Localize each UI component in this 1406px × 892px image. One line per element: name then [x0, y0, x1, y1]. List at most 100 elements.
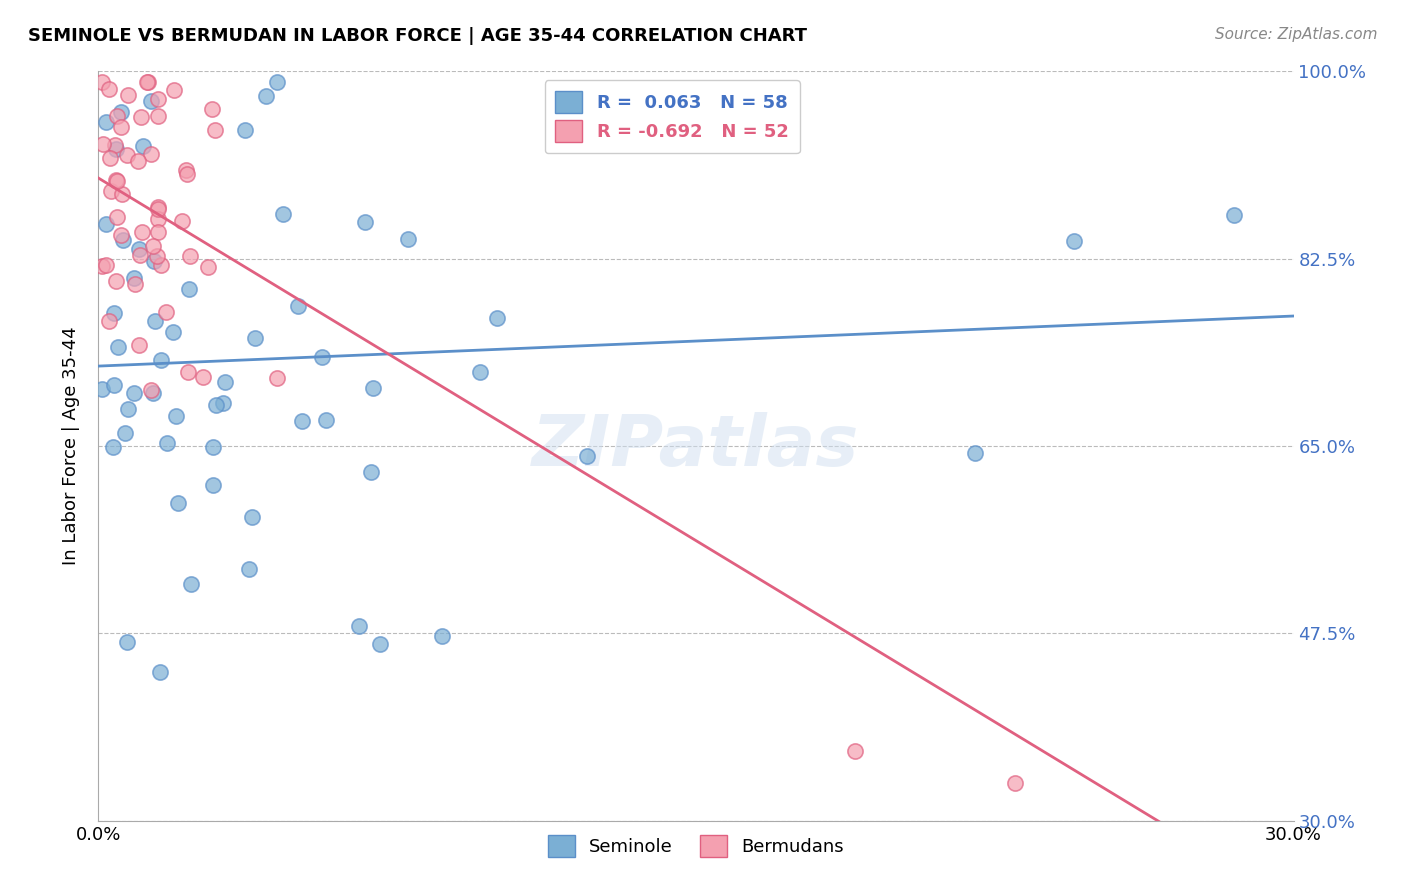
Point [202, 477, 225, 491]
Point [100, 185, 122, 199]
Point [191, 370, 214, 384]
Point [94, 258, 117, 272]
Text: ZIPatlas: ZIPatlas [533, 411, 859, 481]
Point [105, 174, 128, 188]
Point [155, 305, 177, 319]
Point [124, 277, 146, 292]
Point [361, 380, 384, 394]
Text: Source: ZipAtlas.com: Source: ZipAtlas.com [1215, 27, 1378, 42]
Point [107, 340, 129, 354]
Point [1004, 776, 1026, 790]
Point [122, 385, 145, 400]
Point [128, 338, 150, 352]
Point [156, 435, 179, 450]
Point [136, 75, 159, 89]
Point [179, 282, 201, 296]
Point [163, 83, 186, 97]
Point [205, 398, 228, 412]
Point [91, 259, 114, 273]
Point [176, 163, 198, 178]
Point [485, 311, 508, 326]
Point [104, 137, 127, 152]
Point [1063, 235, 1085, 249]
Point [141, 147, 163, 161]
Point [107, 108, 129, 122]
Point [101, 441, 124, 455]
Point [150, 352, 173, 367]
Point [347, 619, 370, 633]
Point [117, 87, 139, 102]
Point [201, 103, 224, 117]
Point [142, 239, 165, 253]
Point [132, 139, 155, 153]
Point [197, 260, 219, 275]
Point [122, 271, 145, 285]
Point [142, 386, 165, 401]
Point [114, 425, 136, 440]
Point [170, 214, 193, 228]
Point [176, 365, 198, 379]
Point [430, 629, 453, 643]
Point [111, 233, 134, 247]
Point [110, 120, 132, 135]
Point [287, 300, 309, 314]
Point [963, 446, 986, 460]
Point [254, 89, 277, 103]
Point [91, 75, 114, 89]
Point [91, 383, 114, 397]
Point [291, 414, 314, 428]
Point [117, 402, 139, 417]
Point [165, 409, 187, 424]
Point [180, 577, 202, 591]
Point [149, 665, 172, 679]
Point [245, 331, 267, 345]
Point [240, 510, 263, 524]
Point [201, 440, 224, 454]
Point [128, 243, 150, 257]
Point [148, 200, 170, 214]
Point [143, 254, 166, 268]
Point [360, 465, 382, 479]
Point [162, 325, 184, 339]
Point [98, 151, 121, 165]
Point [148, 225, 170, 239]
Point [141, 94, 163, 108]
Point [136, 75, 159, 89]
Point [94, 115, 117, 129]
Point [115, 635, 138, 649]
Point [179, 249, 201, 263]
Point [1223, 209, 1246, 223]
Y-axis label: In Labor Force | Age 35-44: In Labor Force | Age 35-44 [62, 326, 80, 566]
Point [354, 215, 377, 229]
Point [266, 371, 288, 385]
Point [166, 496, 188, 510]
Point [271, 207, 294, 221]
Point [844, 744, 866, 758]
Point [128, 248, 150, 262]
Point [105, 142, 128, 156]
Point [368, 637, 391, 651]
Point [139, 383, 162, 397]
Point [104, 172, 127, 186]
Point [110, 105, 132, 120]
Point [129, 110, 152, 124]
Point [103, 305, 125, 319]
Point [91, 136, 114, 151]
Point [105, 274, 128, 288]
Point [97, 81, 120, 95]
Point [204, 122, 226, 136]
Legend: Seminole, Bermudans: Seminole, Bermudans [540, 828, 852, 864]
Point [146, 202, 169, 216]
Point [212, 396, 235, 410]
Point [145, 314, 167, 328]
Point [575, 449, 598, 463]
Point [214, 375, 236, 389]
Point [266, 75, 288, 89]
Point [110, 227, 132, 242]
Point [97, 314, 120, 328]
Point [103, 377, 125, 392]
Point [238, 562, 260, 576]
Point [315, 412, 337, 426]
Point [131, 225, 153, 239]
Point [148, 92, 170, 106]
